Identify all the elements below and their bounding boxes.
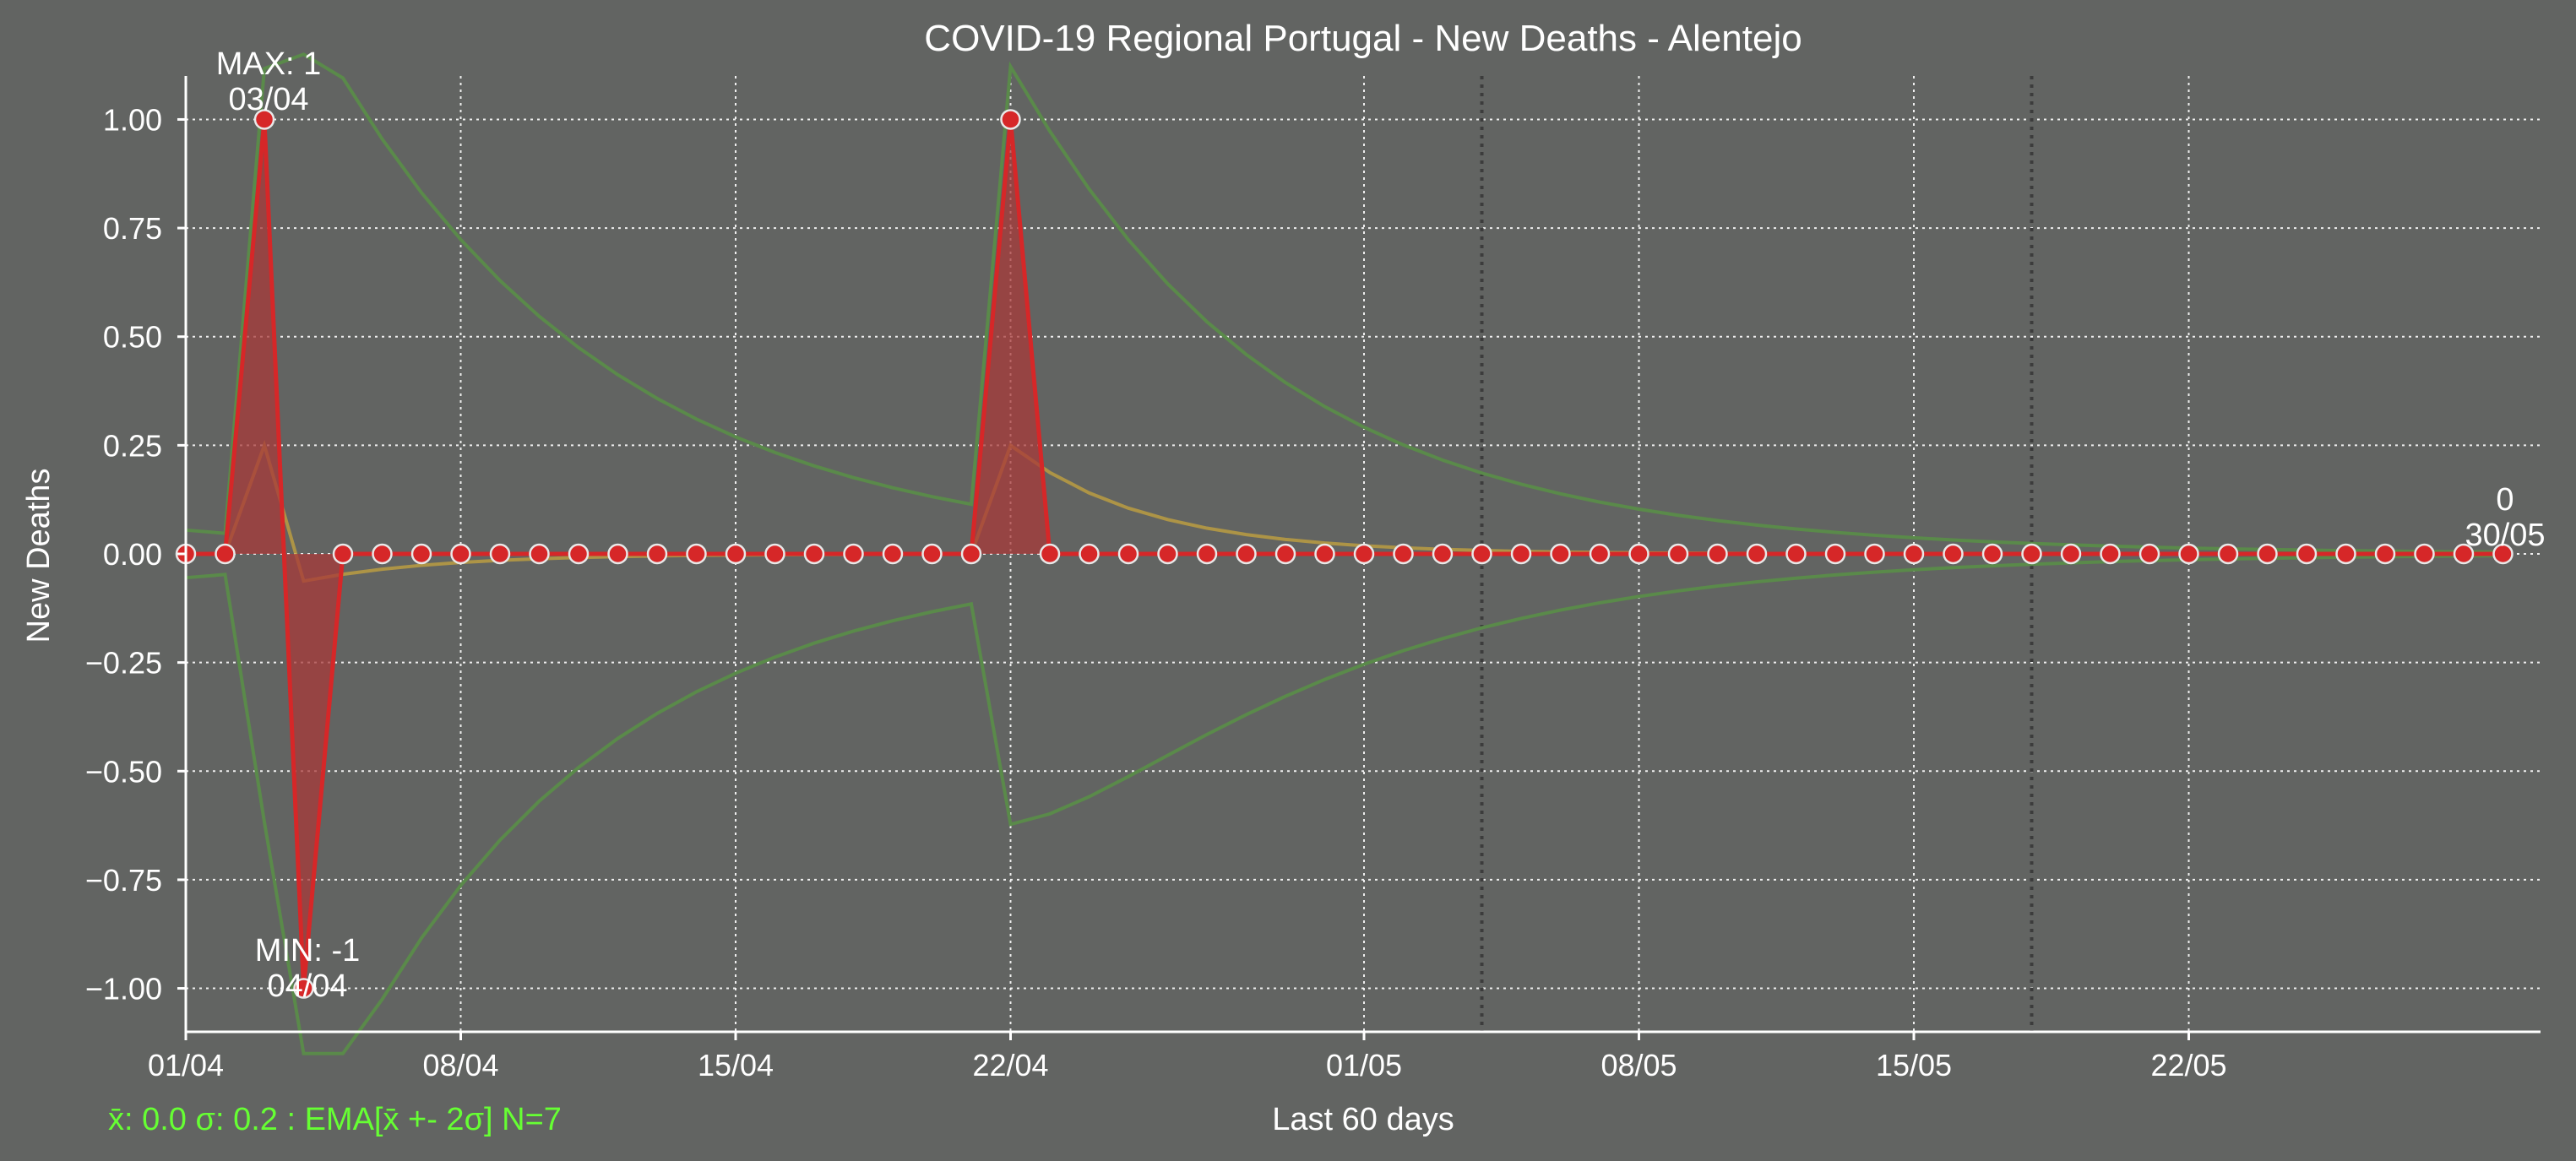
x-axis-label: Last 60 days [1272,1102,1454,1137]
last-annotation-label: 0 [2496,482,2514,518]
y-tick-label: −1.00 [85,972,162,1006]
data-point [646,543,668,565]
last-annotation-date: 30/05 [2465,518,2545,553]
data-point [1510,543,1532,565]
data-point [489,543,511,565]
min-annotation-date: 04/04 [267,968,347,1004]
data-point [1314,543,1335,565]
data-point [1117,543,1139,565]
data-point [1471,543,1492,565]
data-point [410,543,432,565]
data-point [332,543,354,565]
data-point [1667,543,1689,565]
data-point [1000,109,1021,130]
data-point [843,543,864,565]
y-tick-label: 0.25 [103,428,162,463]
x-tick-label: 15/04 [698,1048,774,1082]
data-point [2178,543,2199,565]
data-point [1981,543,2003,565]
x-tick-label: 15/05 [1876,1048,1952,1082]
data-point [2021,543,2042,565]
ema-lower-band [185,554,2503,1055]
data-point [1903,543,1925,565]
data-point [2217,543,2239,565]
x-tick-label: 08/05 [1600,1048,1677,1082]
data-point [2139,543,2160,565]
min-annotation-label: MIN: -1 [255,933,361,968]
data-point [882,543,904,565]
chart-title: COVID-19 Regional Portugal - New Deaths … [924,18,1802,59]
y-axis-label: New Deaths [21,469,57,643]
data-point [607,543,628,565]
x-tick-label: 08/04 [422,1048,498,1082]
max-annotation-date: 03/04 [228,82,308,117]
data-point [293,978,314,999]
data-point [1785,543,1807,565]
x-tick-label: 22/04 [972,1048,1048,1082]
y-tick-label: 1.00 [103,102,162,137]
data-point [1824,543,1846,565]
stats-annotation: x̄: 0.0 σ: 0.2 : EMA[x̄ +- 2σ] N=7 [108,1102,562,1137]
data-point [253,109,275,130]
ema-upper-band [185,52,2503,554]
data-point [764,543,785,565]
data-point [568,543,590,565]
data-point [1157,543,1178,565]
data-point [1393,543,1414,565]
data-point [1943,543,1964,565]
data-point [1353,543,1375,565]
data-point [1550,543,1571,565]
data-point [2335,543,2356,565]
x-tick-label: 01/05 [1326,1048,1402,1082]
data-point [2296,543,2318,565]
data-point [1236,543,1257,565]
y-tick-label: −0.50 [85,754,162,789]
data-point [803,543,825,565]
max-annotation-label: MAX: 1 [216,46,322,82]
data-point [686,543,707,565]
data-point [215,543,236,565]
data-point [1274,543,1296,565]
deaths-points [175,109,2514,999]
x-tick-label: 22/05 [2150,1048,2226,1082]
data-point [1707,543,1728,565]
data-point [450,543,471,565]
data-point [921,543,943,565]
data-point [2257,543,2278,565]
y-tick-label: −0.75 [85,863,162,898]
data-point [2374,543,2396,565]
data-point [725,543,747,565]
y-tick-label: 0.75 [103,211,162,246]
y-tick-label: −0.25 [85,646,162,681]
data-point [2100,543,2121,565]
data-point [2060,543,2082,565]
tick-labels: 01/04 08/04 15/04 22/04 01/05 08/05 15/05 22/05… [85,102,2227,1082]
data-point [2414,543,2435,565]
axes [177,76,2541,1040]
y-tick-label: 0.00 [103,537,162,572]
data-point [529,543,550,565]
data-point [1589,543,1611,565]
data-point [1196,543,1218,565]
data-point [1432,543,1454,565]
data-point [2492,543,2514,565]
data-point [2453,543,2475,565]
x-tick-label: 01/04 [148,1048,224,1082]
y-tick-label: 0.50 [103,320,162,355]
data-point [1039,543,1061,565]
data-point [960,543,982,565]
data-point [1079,543,1100,565]
data-point [1628,543,1649,565]
data-point [1864,543,1885,565]
data-point [372,543,393,565]
data-point [1746,543,1768,565]
